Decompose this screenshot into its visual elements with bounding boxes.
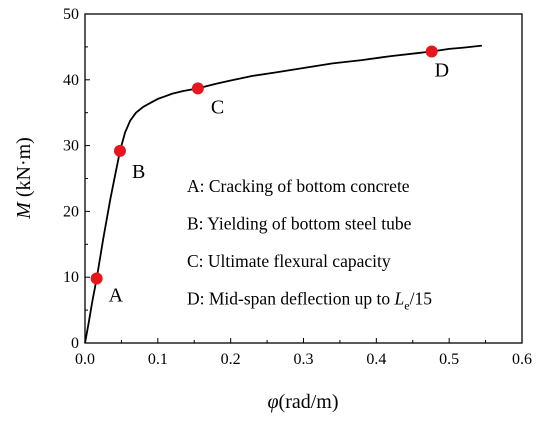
legend-entry-text: B: Yielding of bottom steel tube [187,214,412,234]
y-axis-title: M (kN·m) [13,137,35,220]
key-point-a [90,272,103,285]
key-points: A B C D [90,45,449,307]
x-tick-label: 0.6 [512,351,532,368]
y-tick-label: 0 [71,335,79,352]
key-point-label: D [435,60,449,82]
key-point-label: A [109,285,124,307]
x-tick-label: 0.3 [294,351,314,368]
y-tick-label: 20 [63,203,79,220]
series-line [84,44,482,344]
legend-entry-text: A: Cracking of bottom concrete [187,176,410,196]
x-tick-label: 0.2 [221,351,241,368]
key-point-d [425,45,438,58]
legend-entry-tail: /15 [410,289,433,309]
key-point-label: C [211,96,224,118]
x-tick-label: 0.4 [366,351,386,368]
legend-entry: B: Yielding of bottom steel tube [187,214,412,234]
legend: A: Cracking of bottom concrete B: Yieldin… [187,176,432,313]
y-tick-label: 40 [63,72,79,89]
legend-entry-symbol: L [394,289,405,309]
legend-entry-text: C: Ultimate flexural capacity [187,251,391,271]
x-tick-label: 0.0 [75,351,95,368]
legend-entry-text: D: Mid-span deflection up to [187,289,395,309]
x-tick-label: 0.1 [148,351,168,368]
x-tick-label: 0.5 [439,351,459,368]
key-point-label: B [132,161,145,183]
legend-entry: D: Mid-span deflection up to Le/15 [187,289,432,313]
x-axis-title: φ(rad/m) [267,391,338,413]
legend-entry: A: Cracking of bottom concrete [187,176,410,196]
legend-entry-subscript: e [404,299,409,313]
ticks: 0.0 0.1 0.2 0.3 0.4 0.5 0.6 0 10 20 30 40 50 [63,6,532,368]
legend-entry: C: Ultimate flexural capacity [187,251,391,271]
key-point-c [191,82,204,95]
y-tick-label: 30 [63,138,79,155]
y-tick-label: 50 [63,6,79,23]
key-point-b [113,144,126,157]
y-tick-label: 10 [63,269,79,286]
